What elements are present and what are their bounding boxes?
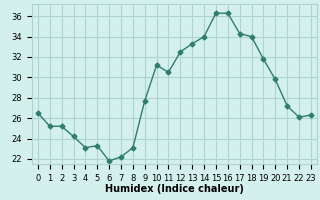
X-axis label: Humidex (Indice chaleur): Humidex (Indice chaleur) [105,184,244,194]
